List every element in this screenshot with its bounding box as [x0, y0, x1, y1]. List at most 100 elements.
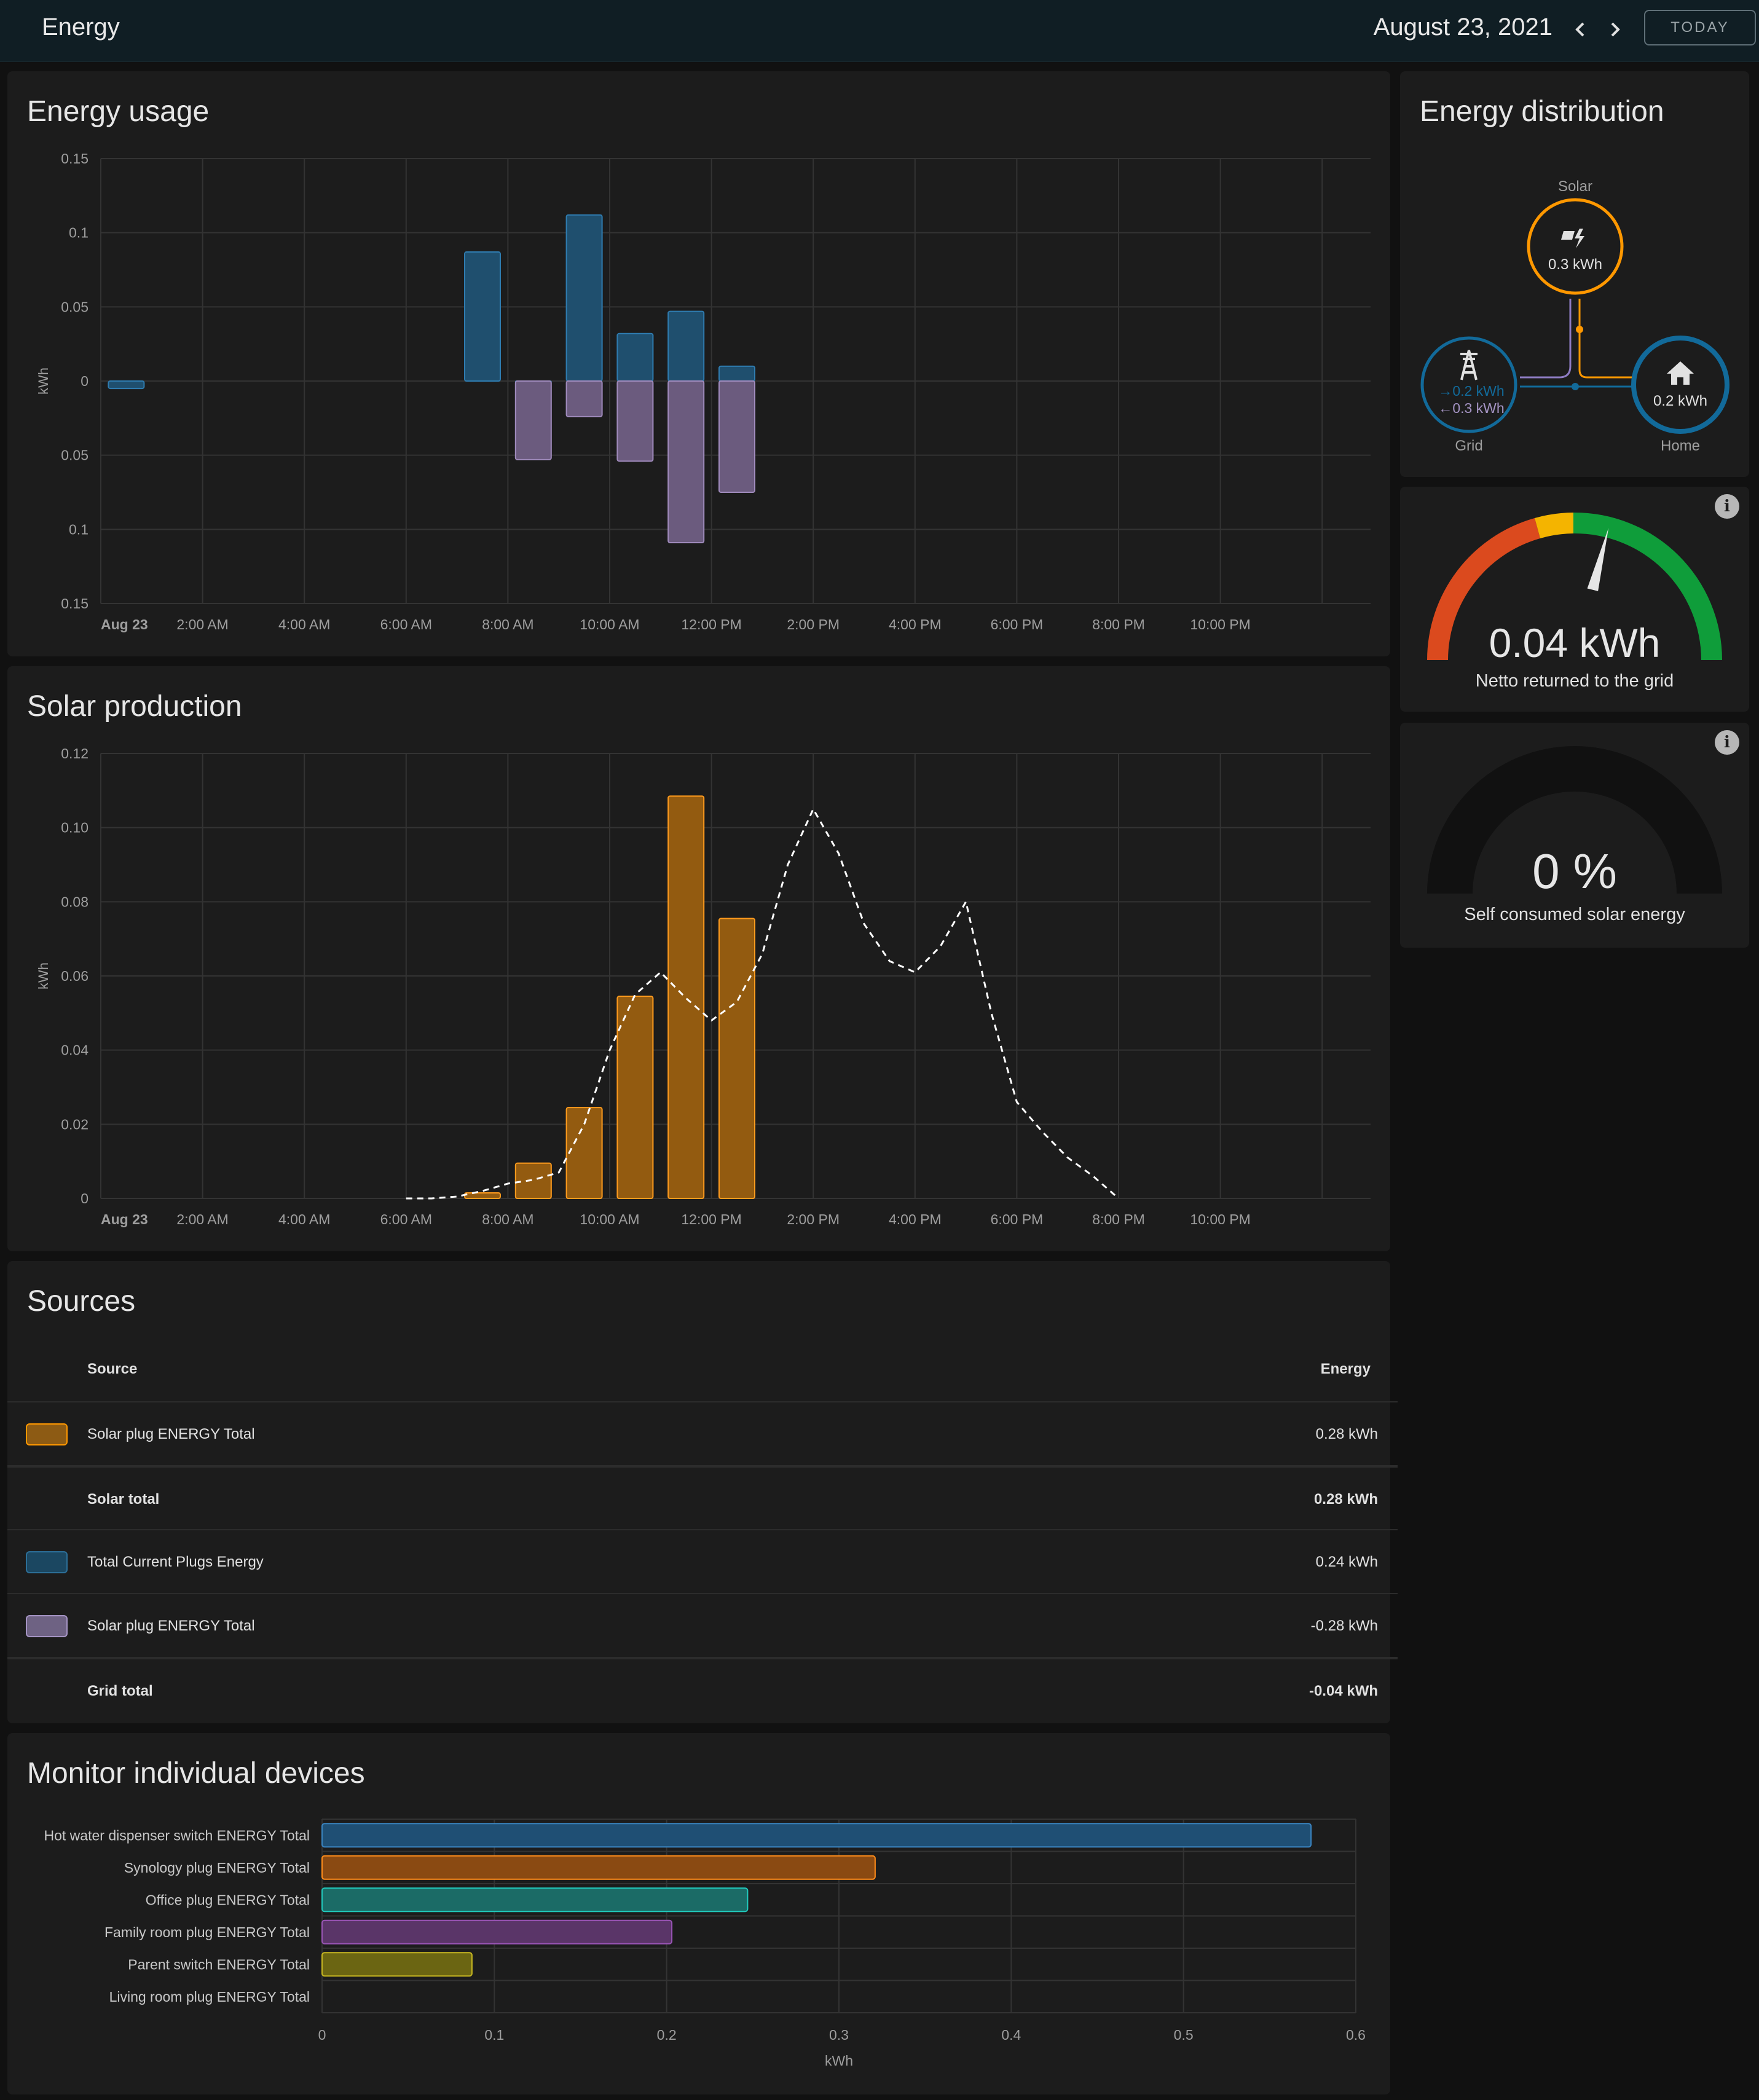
x-tick-label: 10:00 AM	[580, 616, 639, 632]
x-tick-label: 2:00 PM	[787, 1211, 840, 1227]
solar-gauge-value: 0 %	[1532, 844, 1617, 899]
usage-bar	[108, 380, 145, 390]
x-tick-label: 0.1	[484, 2027, 504, 2043]
x-tick-label: 0.4	[1001, 2027, 1021, 2043]
y-tick-label: 0.1	[69, 521, 89, 537]
home-node	[1631, 336, 1729, 434]
page-title: Energy	[42, 14, 120, 41]
device-label: Office plug ENERGY Total	[146, 1892, 310, 1908]
x-tick-label: 4:00 AM	[278, 616, 330, 632]
info-icon[interactable]: i	[1715, 494, 1739, 519]
device-label: Family room plug ENERGY Total	[104, 1924, 310, 1940]
source-column-header: Source	[87, 1361, 138, 1377]
gauge-segment-green	[1573, 512, 1722, 660]
usage-bar	[565, 214, 603, 382]
source-value: 0.24 kWh	[1315, 1554, 1378, 1570]
home-node-value: 0.2 kWh	[1653, 393, 1707, 409]
source-value: 0.28 kWh	[1315, 1426, 1378, 1442]
x-tick-label: 0	[318, 2027, 326, 2043]
sources-title: Sources	[27, 1285, 136, 1318]
y-tick-label: 0.04	[61, 1042, 89, 1058]
y-tick-label: 0.15	[61, 151, 89, 167]
source-name: Total Current Plugs Energy	[87, 1554, 264, 1570]
grid-gauge-label: Netto returned to the grid	[1475, 671, 1674, 691]
usage-bar	[616, 380, 654, 462]
x-tick-label: 4:00 PM	[889, 1211, 942, 1227]
usage-bar	[667, 310, 705, 382]
previous-period-button[interactable]	[1566, 15, 1596, 44]
y-tick-label: 0.10	[61, 820, 89, 836]
solar-node	[1527, 198, 1624, 295]
device-label: Parent switch ENERGY Total	[128, 1956, 310, 1972]
x-tick-label: 8:00 PM	[1092, 1211, 1145, 1227]
solar-node-label: Solar	[1558, 178, 1592, 195]
x-tick-label: 2:00 PM	[787, 616, 840, 632]
next-period-button[interactable]	[1600, 15, 1629, 44]
solar-production-chart: 0.12 0.10 0.08 0.06 0.04 0.02 0 Aug 23 2:00 AM 4:…	[36, 745, 1371, 1227]
usage-bar	[514, 380, 552, 460]
solar-gauge-label: Self consumed solar energy	[1464, 905, 1685, 924]
gauge-segment-red	[1427, 518, 1540, 660]
energy-distribution-title: Energy distribution	[1420, 95, 1664, 128]
x-tick-label: 0.6	[1346, 2027, 1366, 2043]
source-row: Solar plug ENERGY Total 0.28 kWh	[7, 1401, 1398, 1466]
x-tick-label: 10:00 PM	[1190, 1211, 1250, 1227]
device-bar	[321, 1919, 673, 1945]
x-tick-label: 2:00 AM	[176, 616, 228, 632]
x-tick-label: Aug 23	[101, 616, 148, 632]
x-tick-label: 12:00 PM	[681, 1211, 741, 1227]
source-row: Total Current Plugs Energy 0.24 kWh	[7, 1529, 1398, 1593]
solar-to-home-line	[1578, 299, 1634, 379]
x-tick-label: 8:00 AM	[482, 616, 533, 632]
x-tick-label: 6:00 PM	[991, 616, 1044, 632]
y-tick-label: 0.05	[61, 447, 89, 463]
home-icon	[1667, 361, 1694, 385]
x-tick-label: 6:00 AM	[380, 1211, 432, 1227]
device-bar	[321, 1823, 1312, 1848]
consumption-color-swatch	[26, 1551, 68, 1573]
solar-flow-dot	[1576, 326, 1583, 333]
y-tick-label: 0.1	[69, 225, 89, 241]
x-tick-label: 6:00 AM	[380, 616, 432, 632]
x-tick-label: 8:00 PM	[1092, 616, 1145, 632]
device-label: Hot water dispenser switch ENERGY Total	[44, 1827, 310, 1843]
solar-bar	[565, 1107, 603, 1200]
usage-bar	[667, 380, 705, 544]
date-label: August 23, 2021	[1373, 14, 1552, 41]
grid-import-value: →0.2 kWh	[1438, 383, 1504, 399]
solar-total-label: Solar total	[87, 1491, 160, 1508]
grid-flow-dot	[1572, 383, 1579, 390]
self-consumed-gauge	[1427, 746, 1722, 894]
y-tick-label: 0.06	[61, 968, 89, 984]
device-label: Synology plug ENERGY Total	[124, 1860, 310, 1876]
info-icon[interactable]: i	[1715, 730, 1739, 755]
y-tick-label: 0	[81, 373, 89, 389]
solar-bar	[616, 996, 654, 1200]
grid-total-row: Grid total -0.04 kWh	[7, 1657, 1398, 1723]
energy-usage-card: Energy usage 0.15 0.1 0.05 0 0.05 0.1 0.15 Aug …	[7, 71, 1390, 656]
x-tick-label: 10:00 PM	[1190, 616, 1250, 632]
source-name: Solar plug ENERGY Total	[87, 1618, 255, 1634]
grid-node	[1420, 336, 1517, 433]
energy-usage-title: Energy usage	[27, 95, 210, 128]
solar-production-title: Solar production	[27, 690, 242, 723]
devices-title: Monitor individual devices	[27, 1757, 365, 1790]
x-tick-label: 0.5	[1174, 2027, 1194, 2043]
solar-bar	[464, 1192, 501, 1200]
x-tick-label: 10:00 AM	[580, 1211, 639, 1227]
x-tick-label: 2:00 AM	[176, 1211, 228, 1227]
x-tick-label: Aug 23	[101, 1211, 148, 1227]
grid-total-label: Grid total	[87, 1683, 153, 1699]
devices-chart: 0 0.1 0.2 0.3 0.4 0.5 0.6 Hot water dispenser s…	[44, 1819, 1366, 2069]
grid-export-value: ←0.3 kWh	[1438, 400, 1504, 416]
y-tick-label: 0	[81, 1190, 89, 1206]
x-tick-label: 0.2	[657, 2027, 677, 2043]
solar-bar	[667, 795, 705, 1199]
y-tick-label: 0.02	[61, 1116, 89, 1132]
source-name: Solar plug ENERGY Total	[87, 1426, 255, 1442]
device-label: Living room plug ENERGY Total	[109, 1989, 310, 2005]
usage-bar	[718, 365, 755, 382]
today-button[interactable]: TODAY	[1644, 10, 1756, 45]
self-consumed-gauge-card: i 0 % Self consumed solar energy	[1400, 723, 1749, 948]
gauge-segment-yellow	[1535, 513, 1573, 538]
